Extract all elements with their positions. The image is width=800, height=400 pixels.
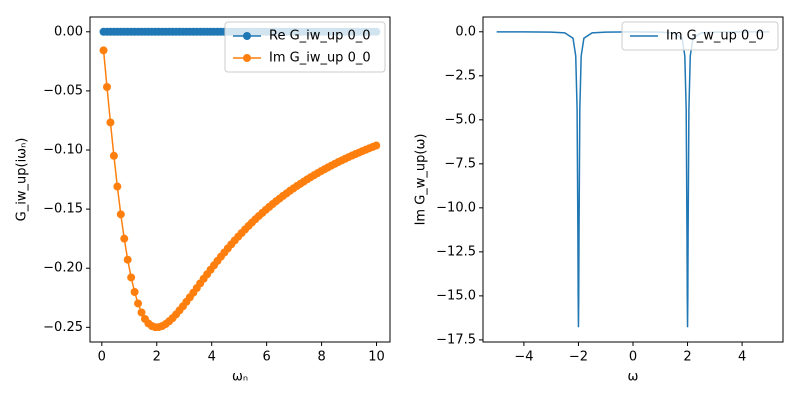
x-tick-label: 0 xyxy=(629,350,637,365)
data-point xyxy=(116,210,125,219)
legend-label: Re G_iw_up 0_0 xyxy=(269,29,371,44)
x-tick-label: 10 xyxy=(368,350,385,365)
axes: −4 −2 0 2 4 0.0 −2.5 −5.0 −7.5 −10.0 −12.5 −15.0 −17… xyxy=(414,16,784,385)
axes-frame xyxy=(482,16,784,343)
y-axis-label: Im G_w_up(ω) xyxy=(414,134,429,226)
x-tick-label: 8 xyxy=(317,350,325,365)
data-point xyxy=(134,299,143,308)
data-point xyxy=(372,141,381,150)
legend-marker xyxy=(243,32,251,40)
y-tick-label: −0.10 xyxy=(43,143,83,158)
y-tick-label: −15.0 xyxy=(436,288,476,303)
legend-marker xyxy=(243,54,251,62)
data-point xyxy=(109,151,118,160)
legend: Im G_w_up 0_0 xyxy=(621,21,779,51)
x-tick-label: 0 xyxy=(98,350,106,365)
data-point xyxy=(99,46,108,55)
data-point xyxy=(102,82,111,91)
axes-frame xyxy=(89,16,391,343)
plot-area xyxy=(496,31,770,328)
y-tick-label: −0.05 xyxy=(43,83,83,98)
plot-area xyxy=(99,27,381,332)
x-tick-label: −4 xyxy=(514,350,533,365)
y-tick-label: −7.5 xyxy=(444,156,476,171)
x-tick-label: 2 xyxy=(683,350,691,365)
y-tick-label: 0.0 xyxy=(455,24,476,39)
y-tick-label: 0.00 xyxy=(54,24,83,39)
data-point xyxy=(120,234,129,243)
x-tick-label: −2 xyxy=(569,350,588,365)
y-tick-label: −5.0 xyxy=(444,112,476,127)
legend-label: Im G_iw_up 0_0 xyxy=(269,51,371,66)
data-point xyxy=(123,255,132,264)
data-point xyxy=(106,118,115,127)
x-tick-label: 4 xyxy=(738,350,746,365)
x-tick-label: 6 xyxy=(263,350,271,365)
y-tick-label: −12.5 xyxy=(436,244,476,259)
legend-frame xyxy=(224,21,386,73)
y-tick-label: −17.5 xyxy=(436,332,476,347)
x-tick-label: 4 xyxy=(208,350,216,365)
data-point xyxy=(127,273,136,282)
data-point xyxy=(113,182,122,191)
y-tick-label: −0.25 xyxy=(43,320,83,335)
y-tick-label: −0.20 xyxy=(43,261,83,276)
y-tick-label: −10.0 xyxy=(436,200,476,215)
series-line xyxy=(102,50,377,328)
y-tick-label: −0.15 xyxy=(43,202,83,217)
y-tick-label: −2.5 xyxy=(444,68,476,83)
legend-frame xyxy=(621,21,779,51)
x-axis-label: ω xyxy=(628,370,639,385)
legend: Re G_iw_up 0_0 Im G_iw_up 0_0 xyxy=(224,21,386,73)
legend-label: Im G_w_up 0_0 xyxy=(666,29,764,44)
series-line xyxy=(496,31,770,328)
x-tick-label: 2 xyxy=(153,350,161,365)
x-axis-label: ωₙ xyxy=(232,370,248,385)
data-point xyxy=(137,308,146,317)
data-point xyxy=(130,287,139,296)
axes: 0 2 4 6 8 10 0.00 −0.05 −0.10 −0.15 −0.20 −0.25 ωₙ G_… xyxy=(15,16,391,385)
y-axis-label: G_iw_up(iωₙ) xyxy=(15,138,30,222)
